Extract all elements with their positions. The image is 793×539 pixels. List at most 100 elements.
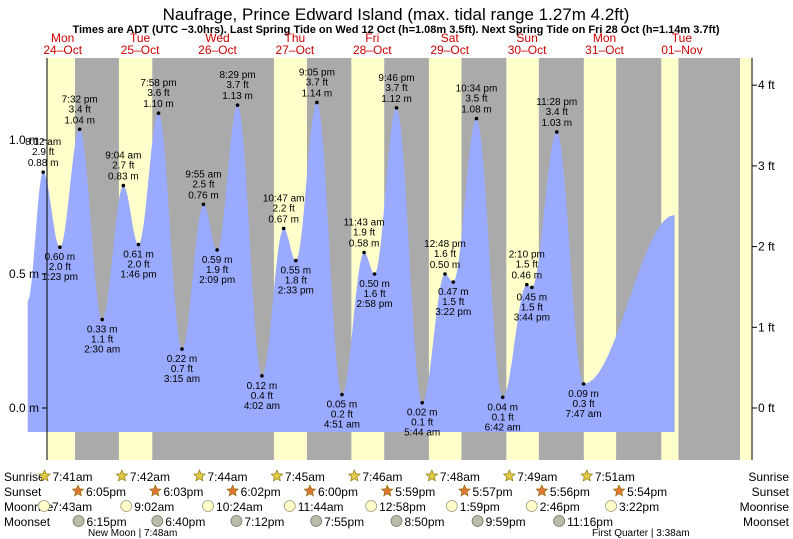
moonset-icon-4 — [390, 515, 403, 527]
tide-label-19: 0.02 m0.1 ft5:44 am — [404, 408, 440, 439]
tide-label-line2-27: 0.3 ft — [572, 399, 594, 410]
day-name-4: Fri — [365, 31, 379, 45]
tide-point-3 — [100, 317, 104, 322]
tide-label-line1-7: 0.22 m — [167, 354, 198, 365]
tide-label-line2-6: 3.6 ft — [147, 88, 169, 99]
day-name-7: Mon — [593, 31, 616, 45]
sunrise-time-4: 7:46am — [362, 470, 402, 484]
tide-label-12: 10:47 am2.2 ft0.67 m — [263, 193, 305, 225]
tide-label-line2-14: 3.7 ft — [306, 77, 328, 88]
tide-label-line2-10: 3.7 ft — [226, 80, 248, 91]
tide-point-18 — [394, 106, 399, 110]
tide-point-1 — [58, 245, 62, 249]
tide-label-line2-1: 2.0 ft — [49, 262, 71, 273]
right-tick-label-1: 1 ft — [758, 320, 775, 334]
tide-label-line3-10: 1.13 m — [222, 91, 253, 102]
tide-label-line1-13: 0.55 m — [281, 266, 312, 277]
tide-labels: 8:12 am2.9 ft0.88 m0.60 m2.0 ft1:23 pm7:… — [25, 67, 602, 438]
tide-point-11 — [260, 374, 264, 378]
sunset-icon-2 — [226, 484, 240, 497]
tide-label-line2-21: 1.5 ft — [442, 297, 464, 308]
moonrise-time-6: 2:46pm — [540, 500, 580, 514]
tide-label-line2-5: 2.0 ft — [127, 260, 149, 271]
moonset-time-5: 9:59pm — [486, 515, 526, 529]
sunrise-icon-7 — [580, 469, 594, 482]
tide-label-27: 0.09 m0.3 ft7:47 am — [566, 389, 602, 420]
left-tick-label-2: 1.0 m — [9, 133, 39, 147]
tide-label-line3-19: 5:44 am — [404, 428, 440, 439]
tide-label-line1-26: 11:28 pm — [536, 97, 577, 108]
tide-label-line3-27: 7:47 am — [566, 409, 602, 420]
moonrise-time-2: 10:24am — [216, 500, 263, 514]
day-date-7: 31–Oct — [585, 43, 624, 57]
sunrise-time-0: 7:41am — [52, 470, 92, 484]
sunrise-icon-6 — [502, 469, 516, 482]
tide-label-10: 8:29 pm3.7 ft1.13 m — [219, 70, 255, 102]
day-date-4: 28–Oct — [353, 43, 392, 57]
sunset-icon-3 — [303, 484, 317, 497]
tide-point-8 — [201, 202, 206, 207]
day-name-8: Tue — [672, 31, 693, 45]
moonrise-icon-3 — [283, 500, 296, 512]
tide-label-20: 12:48 pm1.6 ft0.50 m — [424, 239, 466, 271]
tide-label-line3-3: 2:30 am — [84, 345, 120, 356]
tide-label-line1-27: 0.09 m — [568, 389, 599, 400]
sunset-icon-4 — [380, 484, 394, 497]
moonrise-icon-4 — [365, 500, 378, 512]
row-label-moonrise-right: Moonrise — [740, 500, 790, 514]
tide-label-line3-2: 1.04 m — [64, 115, 95, 126]
tide-label-line3-8: 0.76 m — [188, 190, 219, 201]
tide-label-line2-9: 1.9 ft — [206, 265, 228, 276]
tide-label-line3-23: 6:42 am — [485, 422, 521, 433]
tide-point-20 — [443, 272, 447, 276]
tide-point-9 — [215, 248, 219, 252]
tide-label-line2-23: 0.1 ft — [492, 412, 514, 423]
tide-label-line3-21: 3:22 pm — [435, 307, 471, 318]
day-name-3: Thu — [285, 31, 306, 45]
tide-label-26: 11:28 pm3.4 ft1.03 m — [536, 97, 577, 129]
tide-point-17 — [372, 272, 377, 276]
sun-moon-rows: Sunrise Sunset Moonrise Moonset Sunrise … — [4, 469, 790, 529]
tide-label-5: 0.61 m2.0 ft1:46 pm — [120, 250, 156, 281]
moonrise-time-7: 3:22pm — [619, 500, 659, 514]
tide-label-line2-8: 2.5 ft — [192, 179, 214, 190]
tide-label-line3-24: 0.46 m — [512, 271, 543, 282]
left-tick-label-0: 0.0 m — [9, 401, 39, 415]
moonset-time-4: 8:50pm — [404, 515, 444, 529]
tide-label-line1-5: 0.61 m — [123, 250, 154, 261]
tide-label-line2-16: 1.9 ft — [353, 228, 375, 239]
sunrise-time-1: 7:42am — [130, 470, 170, 484]
tide-label-line2-24: 1.5 ft — [516, 260, 538, 271]
tide-label-line2-4: 2.7 ft — [112, 161, 134, 172]
sunrise-icon-3 — [270, 469, 284, 482]
sunset-time-5: 5:57pm — [472, 485, 512, 499]
tide-label-17: 0.50 m1.6 ft2:58 pm — [356, 279, 392, 310]
tide-label-line2-17: 1.6 ft — [363, 289, 385, 300]
moonset-icon-0 — [72, 515, 85, 527]
tide-label-line3-20: 0.50 m — [430, 260, 461, 271]
tide-label-line1-18: 9:46 pm — [378, 73, 414, 84]
sunset-icon-0 — [71, 484, 85, 497]
moonset-icon-2 — [230, 515, 243, 527]
day-date-8: 01–Nov — [661, 43, 702, 57]
tide-label-line1-16: 11:43 am — [344, 218, 385, 229]
day-date-5: 29–Oct — [430, 43, 469, 57]
tide-label-line3-18: 1.12 m — [381, 94, 412, 105]
tide-label-line1-10: 8:29 pm — [219, 70, 255, 81]
tide-label-line3-14: 1.14 m — [302, 88, 333, 99]
tide-label-line1-9: 0.59 m — [202, 255, 233, 266]
axes: 0.0 m 0.5 m 1.0 m 0 ft 1 ft 2 ft 3 ft 4 ft — [9, 58, 775, 460]
tide-label-24: 2:10 pm1.5 ft0.46 m — [509, 250, 545, 282]
sunset-time-2: 6:02pm — [241, 485, 281, 499]
tide-label-line1-4: 9:04 am — [105, 151, 141, 162]
tide-label-line2-18: 3.7 ft — [385, 83, 407, 94]
tide-label-line1-3: 0.33 m — [87, 325, 118, 336]
tide-label-line3-6: 1.10 m — [143, 99, 174, 110]
day-date-6: 30–Oct — [508, 43, 547, 57]
tide-point-7 — [180, 347, 184, 351]
tide-point-2 — [77, 127, 82, 132]
right-tick-label-2: 2 ft — [758, 240, 775, 254]
tide-label-16: 11:43 am1.9 ft0.58 m — [344, 218, 385, 250]
tide-label-22: 10:34 pm3.5 ft1.08 m — [456, 84, 498, 116]
tide-point-27 — [581, 382, 586, 386]
